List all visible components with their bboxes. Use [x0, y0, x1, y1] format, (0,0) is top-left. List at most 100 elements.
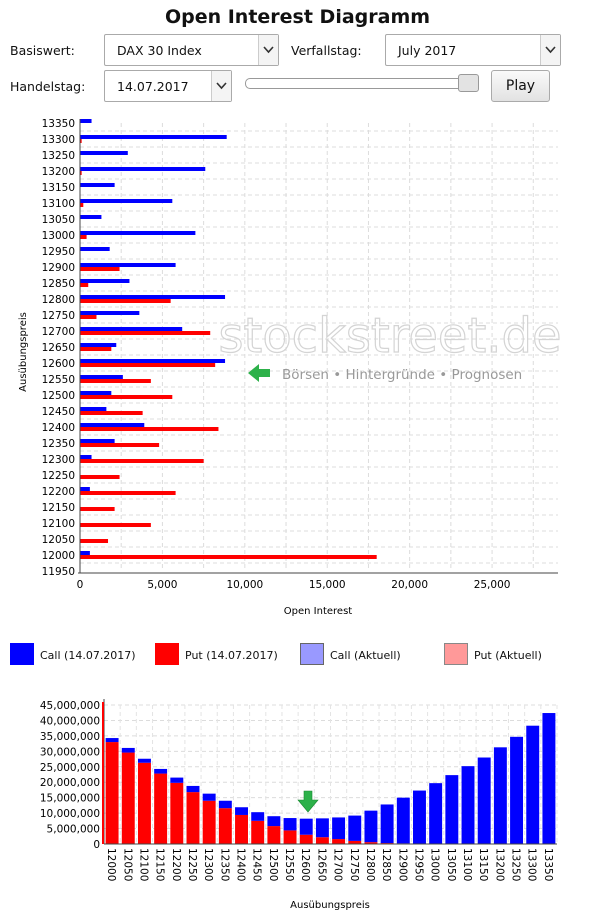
y-tick-label: 13200 [42, 166, 75, 178]
basiswert-select[interactable]: DAX 30 Index [104, 34, 279, 66]
y-tick-label: 12800 [42, 294, 75, 306]
basiswert-value: DAX 30 Index [117, 43, 202, 58]
put-bar [80, 443, 160, 447]
y-tick-label: 12900 [42, 262, 75, 274]
arrow-left-icon [248, 364, 270, 382]
chevron-down-icon [258, 35, 278, 65]
y-tick-label: 10,000,000 [40, 808, 100, 820]
y-tick-label: 12200 [42, 486, 75, 498]
stacked-strike-chart: 0 5,000,000 10,000,000 15,000,000 20,000,000… [40, 699, 558, 911]
x-tick-label: 12850 [380, 848, 392, 881]
legend-label: Put (14.07.2017) [185, 649, 278, 662]
put-bar [154, 773, 168, 844]
x-tick-label: 12950 [412, 848, 424, 881]
y-tick-label: 12350 [42, 438, 75, 450]
put-bar [80, 347, 112, 351]
put-bar [80, 315, 97, 319]
put-bar [80, 427, 219, 431]
y-tick-label: 13000 [42, 230, 75, 242]
y-axis-title: Ausübungspreis [18, 312, 29, 392]
put-bar [80, 555, 377, 559]
call-bar [80, 455, 92, 459]
play-button[interactable]: Play [491, 70, 550, 102]
x-tick-label: 13150 [477, 848, 489, 881]
put-bar [267, 826, 281, 844]
x-tick-label: 13350 [542, 848, 554, 881]
y-tick-label: 12150 [42, 502, 75, 514]
x-tick-label: 13250 [510, 848, 522, 881]
slider-handle[interactable] [458, 74, 479, 92]
call-bar [80, 295, 226, 299]
x-tick-label: 13200 [493, 848, 505, 881]
y-tick-label: 40,000,000 [40, 715, 100, 727]
put-bar [80, 491, 176, 495]
y-tick-label: 12650 [42, 342, 75, 354]
call-bar [218, 800, 232, 809]
call-bar [461, 766, 475, 844]
x-axis-title: Open Interest [284, 606, 353, 617]
call-bar [396, 797, 410, 844]
put-bar [186, 792, 200, 844]
y-tick-label: 12700 [42, 326, 75, 338]
y-tick-label: 20,000,000 [40, 777, 100, 789]
put-bar [80, 475, 120, 479]
handelstag-slider[interactable] [245, 74, 479, 92]
legend-label: Put (Aktuell) [474, 649, 542, 662]
call-bar [283, 818, 297, 831]
call-bar [477, 757, 491, 844]
x-tick-label: 0 [77, 579, 84, 591]
call-bar [80, 439, 115, 443]
y-tick-label: 12300 [42, 454, 75, 466]
x-tick-label: 12450 [251, 848, 263, 881]
y-tick-label: 13150 [42, 182, 75, 194]
y-tick-label: 13050 [42, 214, 75, 226]
put-bar [80, 267, 120, 271]
call-bar [80, 391, 112, 395]
legend-swatch [155, 643, 179, 665]
x-tick-label: 12600 [299, 848, 311, 881]
call-bar [80, 359, 226, 363]
call-bar [364, 810, 378, 843]
x-tick-label: 12700 [332, 848, 344, 881]
call-bar [348, 815, 362, 841]
x-tick-label: 13300 [526, 848, 538, 881]
put-bar [283, 830, 297, 844]
arrow-down-icon [297, 790, 319, 813]
x-tick-label: 12100 [137, 848, 149, 881]
call-bar [154, 768, 168, 774]
page-title: Open Interest Diagramm [164, 6, 431, 28]
call-bar [170, 777, 184, 783]
put-bar [80, 139, 82, 143]
put-bar [80, 171, 82, 175]
put-bar [80, 539, 109, 543]
x-tick-label: 12750 [348, 848, 360, 881]
verfallstag-label: Verfallstag: [291, 43, 362, 58]
watermark-brand: stockstreet.de [218, 308, 561, 364]
call-bar [429, 783, 443, 844]
put-bar [105, 742, 119, 844]
y-tick-label: 12400 [42, 422, 75, 434]
handelstag-select[interactable]: 14.07.2017 [104, 70, 232, 102]
call-bar [80, 199, 173, 203]
y-tick-label: 13100 [42, 198, 75, 210]
watermark: stockstreet.de Börsen • Hintergründe • P… [218, 307, 562, 383]
put-bar [80, 395, 173, 399]
y-tick-label: 12850 [42, 278, 75, 290]
call-bar [202, 793, 216, 801]
x-tick-label: 12900 [396, 848, 408, 881]
call-bar [380, 804, 394, 844]
y-tick-label: 12550 [42, 374, 75, 386]
call-bar [80, 247, 110, 251]
legend-label: Call (Aktuell) [330, 649, 401, 662]
legend-swatch [300, 643, 324, 665]
put-bar [332, 839, 346, 844]
x-tick-label: 13050 [445, 848, 457, 881]
y-tick-label: 12600 [42, 358, 75, 370]
verfallstag-select[interactable]: July 2017 [385, 34, 561, 66]
x-tick-label: 5,000 [147, 579, 177, 591]
put-bar [202, 800, 216, 844]
verfallstag-value: July 2017 [398, 43, 457, 58]
x-tick-label: 10,000 [226, 579, 263, 591]
y-tick-label: 12250 [42, 470, 75, 482]
x-tick-label: 12250 [186, 848, 198, 881]
